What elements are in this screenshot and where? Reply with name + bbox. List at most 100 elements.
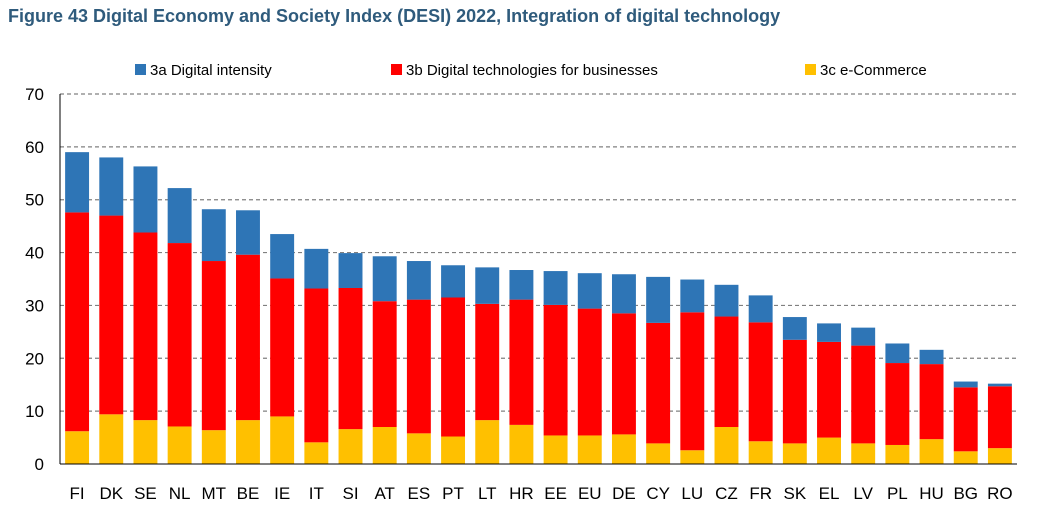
bar-3b-digital-technologies-for-businesses-cz bbox=[714, 316, 739, 427]
y-tick-label: 70 bbox=[25, 85, 44, 104]
bar-3a-digital-intensity-pt bbox=[441, 265, 466, 298]
legend-swatch bbox=[391, 64, 402, 75]
x-tick-label: EE bbox=[544, 484, 567, 503]
bar-3b-digital-technologies-for-businesses-be bbox=[236, 254, 260, 421]
bar-stack-ie bbox=[270, 234, 295, 464]
x-tick-label: DE bbox=[612, 484, 636, 503]
x-tick-label: IE bbox=[274, 484, 290, 503]
bar-stack-lu bbox=[680, 279, 705, 464]
bar-3a-digital-intensity-lv bbox=[851, 327, 876, 346]
y-tick-label: 50 bbox=[25, 191, 44, 210]
bar-3c-e-commerce-fi bbox=[65, 431, 90, 464]
y-tick-label: 0 bbox=[35, 455, 44, 474]
gridlines bbox=[60, 93, 1017, 412]
bar-stack-nl bbox=[167, 188, 192, 464]
bar-3c-e-commerce-fr bbox=[748, 441, 773, 464]
bar-3a-digital-intensity-el bbox=[817, 323, 841, 342]
x-tick-label: BG bbox=[953, 484, 978, 503]
x-tick-label: EL bbox=[819, 484, 840, 503]
bar-3c-e-commerce-cz bbox=[714, 427, 739, 464]
bar-stack-fi bbox=[65, 152, 90, 464]
bar-stack-lt bbox=[475, 267, 500, 464]
bar-3b-digital-technologies-for-businesses-fr bbox=[748, 322, 773, 442]
bar-3a-digital-intensity-pl bbox=[885, 343, 910, 364]
x-tick-label: LU bbox=[681, 484, 703, 503]
bar-3b-digital-technologies-for-businesses-si bbox=[338, 287, 363, 430]
bar-3b-digital-technologies-for-businesses-ie bbox=[270, 278, 295, 417]
bar-stack-ro bbox=[987, 383, 1012, 464]
bars bbox=[65, 152, 1012, 464]
x-tick-label: IT bbox=[309, 484, 324, 503]
x-tick-label: PT bbox=[442, 484, 464, 503]
bar-3b-digital-technologies-for-businesses-sk bbox=[782, 339, 807, 444]
bar-3b-digital-technologies-for-businesses-bg bbox=[953, 387, 978, 452]
bar-stack-sk bbox=[782, 317, 807, 464]
bar-3c-e-commerce-pt bbox=[441, 436, 466, 464]
bar-3b-digital-technologies-for-businesses-nl bbox=[167, 243, 192, 427]
bar-3a-digital-intensity-ie bbox=[270, 234, 295, 279]
x-tick-label: EU bbox=[578, 484, 602, 503]
bar-3b-digital-technologies-for-businesses-eu bbox=[577, 308, 602, 436]
bar-3b-digital-technologies-for-businesses-lv bbox=[851, 345, 876, 444]
bar-stack-se bbox=[133, 166, 158, 464]
bar-stack-ee bbox=[543, 271, 568, 464]
bar-3b-digital-technologies-for-businesses-at bbox=[372, 301, 397, 427]
x-tick-label: AT bbox=[374, 484, 394, 503]
bar-3a-digital-intensity-ro bbox=[987, 383, 1012, 387]
x-tick-label: SE bbox=[134, 484, 157, 503]
bar-stack-lv bbox=[851, 327, 876, 464]
bar-3c-e-commerce-ie bbox=[270, 416, 295, 464]
bar-3b-digital-technologies-for-businesses-de bbox=[611, 313, 636, 435]
x-tick-label: MT bbox=[202, 484, 227, 503]
legend-label: 3b Digital technologies for businesses bbox=[406, 62, 658, 79]
bar-3c-e-commerce-sk bbox=[782, 443, 807, 464]
bar-3a-digital-intensity-be bbox=[236, 210, 260, 255]
legend-item-3c-e-commerce: 3c e-Commerce bbox=[805, 62, 927, 79]
bar-3c-e-commerce-de bbox=[611, 434, 636, 464]
bar-3a-digital-intensity-lu bbox=[680, 279, 705, 313]
bar-3c-e-commerce-ro bbox=[987, 448, 1012, 464]
bar-3c-e-commerce-es bbox=[406, 433, 431, 464]
bar-3a-digital-intensity-mt bbox=[201, 209, 226, 262]
bar-stack-pl bbox=[885, 343, 910, 464]
bar-3b-digital-technologies-for-businesses-lu bbox=[680, 312, 705, 451]
bar-3a-digital-intensity-ee bbox=[543, 271, 568, 305]
bar-3b-digital-technologies-for-businesses-mt bbox=[201, 261, 226, 431]
bar-3c-e-commerce-nl bbox=[167, 426, 192, 464]
bar-stack-at bbox=[372, 256, 397, 464]
bar-stack-pt bbox=[441, 265, 466, 464]
bar-3b-digital-technologies-for-businesses-dk bbox=[99, 215, 124, 415]
x-tick-label: HR bbox=[509, 484, 534, 503]
bar-stack-it bbox=[304, 248, 329, 464]
x-tick-label: PL bbox=[887, 484, 908, 503]
legend-item-3b-digital-technologies-for-businesses: 3b Digital technologies for businesses bbox=[391, 62, 658, 79]
bar-3c-e-commerce-pl bbox=[885, 444, 910, 464]
x-tick-label: NL bbox=[169, 484, 191, 503]
bar-stack-mt bbox=[201, 209, 226, 464]
legend-label: 3c e-Commerce bbox=[820, 62, 927, 79]
bar-3c-e-commerce-hu bbox=[919, 439, 944, 464]
bar-stack-cz bbox=[714, 284, 739, 464]
bar-3c-e-commerce-lu bbox=[680, 450, 705, 464]
bar-3b-digital-technologies-for-businesses-pt bbox=[441, 297, 466, 437]
bar-stack-eu bbox=[577, 273, 602, 464]
bar-3b-digital-technologies-for-businesses-ro bbox=[987, 386, 1012, 449]
bar-3a-digital-intensity-si bbox=[338, 253, 363, 288]
bar-3b-digital-technologies-for-businesses-hr bbox=[509, 299, 534, 425]
bar-3c-e-commerce-el bbox=[817, 437, 841, 464]
bar-3a-digital-intensity-de bbox=[611, 274, 636, 314]
bar-3a-digital-intensity-cz bbox=[714, 284, 739, 317]
x-tick-label: LV bbox=[853, 484, 873, 503]
bar-3c-e-commerce-bg bbox=[953, 451, 978, 464]
bar-3b-digital-technologies-for-businesses-es bbox=[406, 299, 431, 434]
y-axis-ticks: 0 10 20 30 40 50 60 70 bbox=[25, 85, 44, 474]
bar-stack-cy bbox=[646, 276, 671, 464]
x-tick-label: DK bbox=[99, 484, 123, 503]
bar-3b-digital-technologies-for-businesses-fi bbox=[65, 212, 90, 432]
x-tick-label: FI bbox=[70, 484, 85, 503]
bar-3a-digital-intensity-eu bbox=[577, 273, 602, 309]
bar-stack-bg bbox=[953, 381, 978, 464]
bar-3c-e-commerce-it bbox=[304, 442, 329, 464]
bar-3b-digital-technologies-for-businesses-el bbox=[817, 341, 841, 438]
bar-stack-es bbox=[406, 261, 431, 464]
